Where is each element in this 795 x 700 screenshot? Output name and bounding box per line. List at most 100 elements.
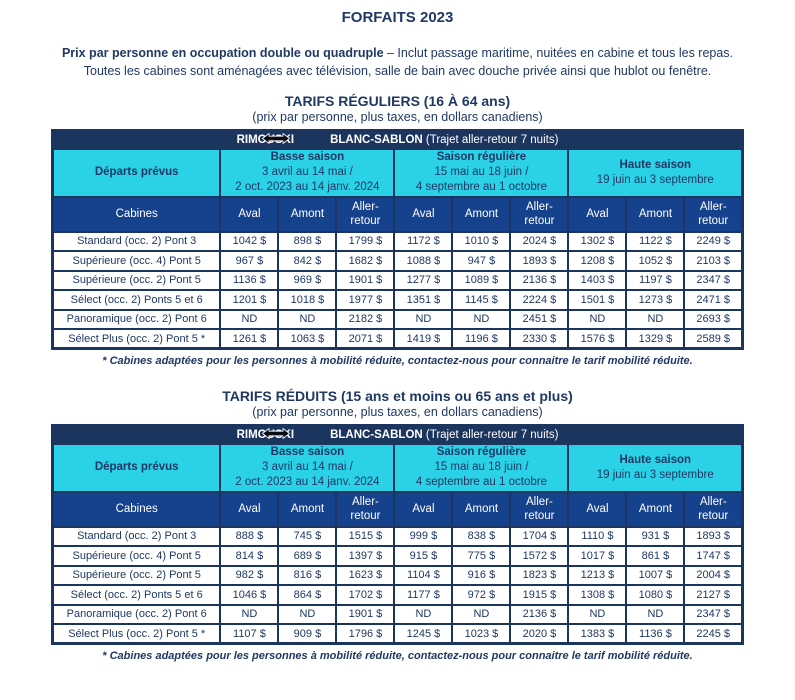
price-cell: 1208 $ [567, 250, 628, 272]
price-cell: 1277 $ [393, 269, 454, 291]
price-cell: 1107 $ [219, 623, 280, 645]
price-cell: 931 $ [625, 525, 686, 547]
price-cell: 1018 $ [277, 289, 338, 311]
cabin-name-cell: Supérieure (occ. 4) Pont 5 [51, 545, 222, 567]
column-header-row: Cabines Aval Amont Aller-retour Aval Amont Al… [51, 195, 744, 233]
price-cell: 2451 $ [509, 308, 570, 330]
table-row: Standard (occ. 2) Pont 3 1042 $898 $1799 … [51, 230, 744, 252]
price-cell: 2127 $ [683, 584, 744, 606]
price-cell: 1145 $ [451, 289, 512, 311]
season-date-line: 15 mai au 18 juin / [434, 166, 529, 178]
table-row: Sélect (occ. 2) Ponts 5 et 6 1201 $1018 $… [51, 289, 744, 311]
price-cell: ND [277, 308, 338, 330]
price-cell: ND [567, 308, 628, 330]
price-cell: 838 $ [451, 525, 512, 547]
price-cell: 1110 $ [567, 525, 628, 547]
route-note: (Trajet aller-retour 7 nuits) [425, 428, 559, 441]
season-dates: 3 avril au 14 mai / 2 oct. 2023 au 14 jan… [223, 460, 391, 490]
price-cell: 1245 $ [393, 623, 454, 645]
column-header-aller-retour: Aller-retour [509, 490, 570, 528]
price-cell: 1010 $ [451, 230, 512, 252]
price-cell: 2020 $ [509, 623, 570, 645]
column-header-row: Cabines Aval Amont Aller-retour Aval Amont Al… [51, 490, 744, 528]
cabin-name-cell: Standard (occ. 2) Pont 3 [51, 230, 222, 252]
price-cell: 909 $ [277, 623, 338, 645]
column-header-aval: Aval [219, 195, 280, 233]
price-cell: 1576 $ [567, 328, 628, 350]
price-cell: 864 $ [277, 584, 338, 606]
price-cell: 1017 $ [567, 545, 628, 567]
column-header-amont: Amont [277, 195, 338, 233]
route-header-row: RIMOUSKIBLANC-SABLON (Trajet aller-retou… [51, 129, 744, 150]
season-dates: 3 avril au 14 mai / 2 oct. 2023 au 14 jan… [223, 165, 391, 195]
departs-prevus-header: Départs prévus [51, 147, 222, 198]
route-destination: BLANC-SABLON [330, 428, 423, 441]
column-header-aller-retour: Aller-retour [335, 195, 396, 233]
price-cell: 1901 $ [335, 269, 396, 291]
season-header-basse: Basse saison 3 avril au 14 mai / 2 oct. 2… [219, 442, 396, 493]
column-header-aller-retour: Aller-retour [335, 490, 396, 528]
price-cell: 861 $ [625, 545, 686, 567]
price-cell: 1196 $ [451, 328, 512, 350]
column-header-amont: Amont [451, 490, 512, 528]
price-cell: 1383 $ [567, 623, 628, 645]
price-cell: 689 $ [277, 545, 338, 567]
tariff-section: TARIFS RÉDUITS (15 ans et moins ou 65 an… [0, 388, 795, 662]
price-cell: ND [625, 603, 686, 625]
table-row: Supérieure (occ. 4) Pont 5 814 $689 $1397… [51, 545, 744, 567]
price-cell: 1122 $ [625, 230, 686, 252]
section-subheading: (prix par personne, plus taxes, en dolla… [252, 405, 543, 419]
season-header-reguliere: Saison régulière 15 mai au 18 juin / 4 se… [393, 147, 570, 198]
tariff-table: RIMOUSKIBLANC-SABLON (Trajet aller-retou… [50, 129, 745, 350]
price-cell: 1063 $ [277, 328, 338, 350]
season-name: Saison régulière [436, 151, 527, 163]
price-cell: 1893 $ [683, 525, 744, 547]
price-cell: 1273 $ [625, 289, 686, 311]
price-cell: 1302 $ [567, 230, 628, 252]
table-row: Panoramique (occ. 2) Pont 6 ND ND 1901 $ ND N… [51, 603, 744, 625]
cabins-header: Cabines [51, 195, 222, 233]
season-date-line: 19 juin au 3 septembre [596, 173, 714, 186]
price-cell: 1046 $ [219, 584, 280, 606]
intro-line-2: Toutes les cabines sont aménagées avec t… [83, 63, 712, 78]
price-cell: 2103 $ [683, 250, 744, 272]
column-header-aller-retour: Aller-retour [509, 195, 570, 233]
price-cell: 1419 $ [393, 328, 454, 350]
price-cell: 2347 $ [683, 269, 744, 291]
price-cell: 1261 $ [219, 328, 280, 350]
price-cell: ND [625, 308, 686, 330]
price-cell: 1515 $ [335, 525, 396, 547]
price-cell: 1308 $ [567, 584, 628, 606]
intro-text: Prix par personne en occupation double o… [0, 45, 795, 80]
column-header-amont: Amont [277, 490, 338, 528]
table-footnote: * Cabines adaptées pour les personnes à … [102, 355, 693, 367]
column-header-amont: Amont [451, 195, 512, 233]
price-cell: 2071 $ [335, 328, 396, 350]
price-cell: 1901 $ [335, 603, 396, 625]
route-note: (Trajet aller-retour 7 nuits) [425, 133, 559, 146]
double-arrow-icon [261, 132, 291, 147]
column-header-aval: Aval [219, 490, 280, 528]
price-cell: 982 $ [219, 564, 280, 586]
price-cell: 2224 $ [509, 289, 570, 311]
season-date-line: 3 avril au 14 mai / [262, 461, 353, 473]
table-row: Sélect Plus (occ. 2) Pont 5 * 1261 $1063 … [51, 328, 744, 350]
route-header-cell: RIMOUSKIBLANC-SABLON (Trajet aller-retou… [51, 424, 744, 445]
table-row: Sélect (occ. 2) Ponts 5 et 6 1046 $864 $1… [51, 584, 744, 606]
route-destination: BLANC-SABLON [330, 133, 423, 146]
table-row: Standard (occ. 2) Pont 3 888 $745 $1515 $… [51, 525, 744, 547]
column-header-aller-retour: Aller-retour [683, 195, 744, 233]
season-date-line: 4 septembre au 1 octobre [415, 181, 547, 193]
price-cell: 1403 $ [567, 269, 628, 291]
price-cell: 1023 $ [451, 623, 512, 645]
price-cell: ND [277, 603, 338, 625]
price-cell: ND [393, 603, 454, 625]
price-cell: 947 $ [451, 250, 512, 272]
price-cell: 1104 $ [393, 564, 454, 586]
price-cell: 1572 $ [509, 545, 570, 567]
table-row: Panoramique (occ. 2) Pont 6 ND ND 2182 $ ND N… [51, 308, 744, 330]
sections-container: TARIFS RÉGULIERS (16 À 64 ans) (prix par… [0, 93, 795, 662]
price-cell: 2136 $ [509, 269, 570, 291]
price-cell: 1397 $ [335, 545, 396, 567]
price-cell: 1823 $ [509, 564, 570, 586]
